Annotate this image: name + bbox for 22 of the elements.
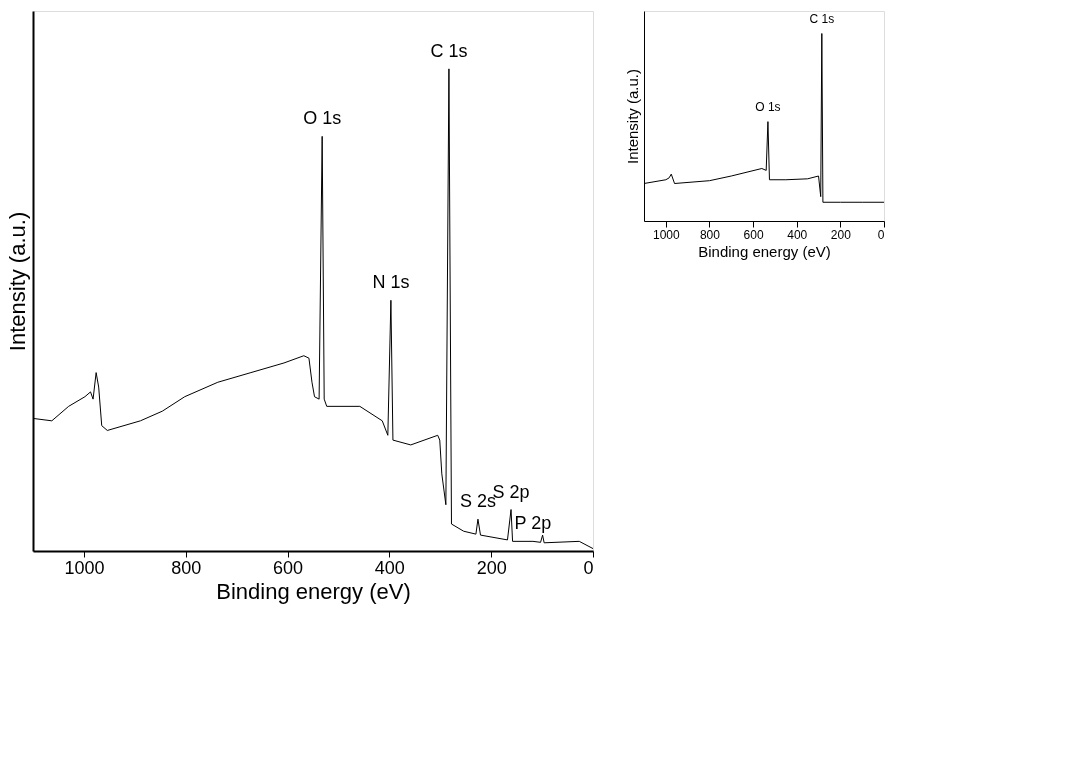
x-tick-label: 1000: [652, 227, 680, 242]
x-tick-label: 400: [374, 557, 405, 578]
x-tick-label: 600: [273, 557, 304, 578]
x-tick-label: 200: [830, 227, 852, 242]
x-tick-label: 800: [171, 557, 202, 578]
x-tick-label: 200: [476, 557, 507, 578]
x-tick-label: 400: [787, 227, 808, 242]
x-axis-title: Binding energy (eV): [216, 578, 411, 604]
annotation: C 1s: [809, 11, 835, 26]
x-tick-label: 600: [743, 227, 764, 242]
x-tick-label: 800: [699, 227, 721, 242]
x-tick-label: 0: [877, 227, 885, 242]
annotation: N 1s: [372, 272, 410, 293]
x-axis-title: Binding energy (eV): [698, 242, 831, 260]
y-axis-title: Intensity (a.u.): [4, 211, 30, 352]
annotation: P 2p: [514, 513, 552, 534]
annotation: O 1s: [755, 99, 781, 114]
x-tick-label: 1000: [64, 557, 105, 578]
x-tick-label: 0: [583, 557, 594, 578]
annotation: O 1s: [303, 108, 342, 129]
y-axis-title: Intensity (a.u.): [623, 68, 641, 165]
annotation: C 1s: [430, 40, 468, 61]
